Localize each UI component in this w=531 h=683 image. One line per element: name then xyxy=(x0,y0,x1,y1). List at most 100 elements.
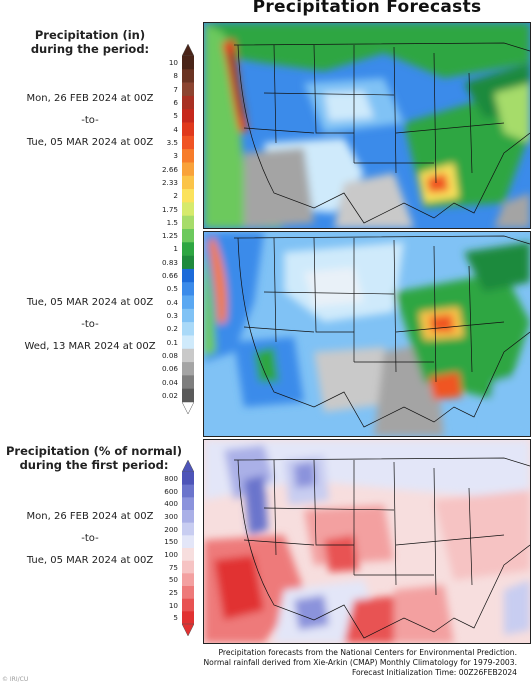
precip-tick-label: 2.66 xyxy=(161,164,178,174)
period-3-start: Mon, 26 FEB 2024 at 00Z xyxy=(26,511,154,522)
precip-tick-label: 5 xyxy=(173,111,178,121)
map-panel-percent-normal xyxy=(203,439,531,644)
pct-colorbar-swatch xyxy=(182,522,194,536)
pct-colorbar-swatch xyxy=(182,560,194,574)
pct-tick-label: 75 xyxy=(168,562,178,572)
precip-tick-label: 0.04 xyxy=(161,377,178,387)
pct-tick-label: 200 xyxy=(164,524,178,534)
pct-colorbar-swatch xyxy=(182,484,194,498)
precip-colorbar-swatch xyxy=(182,268,194,283)
pct-legend-title-line1: Precipitation (% of normal) xyxy=(5,444,182,458)
precip-colorbar-svg xyxy=(181,43,195,415)
precip-colorbar-swatch xyxy=(182,109,194,123)
precip-colorbar-swatch xyxy=(182,162,194,177)
precip-tick-label: 8 xyxy=(173,71,178,81)
precip-tick-label: 2.33 xyxy=(161,177,178,187)
pct-colorbar-swatch xyxy=(182,586,194,599)
precip-legend-title-line2: during the period: xyxy=(30,42,150,56)
precip-colorbar-swatch xyxy=(182,122,194,137)
period-1-end: Tue, 05 MAR 2024 at 00Z xyxy=(26,137,154,148)
precip-tick-label: 4 xyxy=(173,124,178,134)
precip-colorbar-swatch xyxy=(182,215,194,230)
precip-legend-title-line1: Precipitation (in) xyxy=(34,28,146,42)
pct-tick-label: 600 xyxy=(164,486,178,496)
pct-colorbar-swatch xyxy=(182,611,194,625)
credit-line-1: Precipitation forecasts from the Nationa… xyxy=(218,648,517,657)
pct-colorbar-swatch xyxy=(182,548,194,561)
period-1-sep: -to- xyxy=(81,115,99,126)
pct-tick-label: 300 xyxy=(164,511,178,521)
precip-colorbar-top-arrow xyxy=(181,43,195,57)
precip-tick-label: 2 xyxy=(173,191,178,201)
precip-colorbar-swatch xyxy=(182,175,194,190)
precip-colorbar-swatch xyxy=(182,69,194,83)
state-boundaries xyxy=(233,457,530,639)
pct-colorbar-swatch xyxy=(182,510,194,523)
period-2-sep: -to- xyxy=(81,319,99,330)
precip-colorbar-swatch xyxy=(182,149,194,163)
precip-tick-label: 0.4 xyxy=(166,297,178,307)
precip-tick-label: 0.3 xyxy=(166,311,178,320)
precip-tick-label: 0.1 xyxy=(166,337,178,347)
pct-colorbar-swatch xyxy=(182,472,194,485)
period-2-end: Wed, 13 MAR 2024 at 00Z xyxy=(24,341,156,352)
state-boundaries xyxy=(233,235,530,428)
pct-tick-label: 10 xyxy=(168,600,178,610)
pct-tick-label: 5 xyxy=(173,613,178,623)
period-3-sep: -to- xyxy=(81,533,99,544)
precip-colorbar-swatch xyxy=(182,95,194,110)
precip-colorbar-swatch xyxy=(182,82,194,97)
copyright-mark: © IRI/CU xyxy=(2,676,29,683)
precip-colorbar xyxy=(181,43,195,415)
precip-colorbar-swatch xyxy=(182,255,194,270)
precip-legend-title: Precipitation (in) during the period: xyxy=(10,28,170,56)
precip-tick-label: 7 xyxy=(173,84,178,94)
precip-tick-label: 1.75 xyxy=(161,204,178,214)
state-boundaries xyxy=(233,42,530,224)
precip-colorbar-bottom-arrow xyxy=(181,401,195,415)
precip-colorbar-swatch xyxy=(182,348,194,363)
credit-line-2: Normal rainfall derived from Xie-Arkin (… xyxy=(203,658,518,667)
pct-colorbar-swatch xyxy=(182,497,194,511)
pct-colorbar-bottom-arrow xyxy=(181,623,195,637)
period-2-label: Tue, 05 MAR 2024 at 00Z -to- Wed, 13 MAR… xyxy=(10,296,170,362)
period-3-label: Mon, 26 FEB 2024 at 00Z -to- Tue, 05 MAR… xyxy=(10,510,170,576)
precip-tick-label: 0.5 xyxy=(166,284,178,294)
precip-tick-label: 6 xyxy=(173,98,178,108)
precip-colorbar-swatch xyxy=(182,322,194,336)
pct-colorbar-svg xyxy=(181,459,195,637)
period-1-start: Mon, 26 FEB 2024 at 00Z xyxy=(26,93,154,104)
precip-tick-label: 3 xyxy=(173,151,178,161)
pct-tick-label: 150 xyxy=(164,537,178,547)
period-2-start: Tue, 05 MAR 2024 at 00Z xyxy=(26,297,154,308)
precip-colorbar-swatch xyxy=(182,375,194,389)
precip-tick-label: 3.5 xyxy=(166,138,178,147)
precip-tick-label: 1.25 xyxy=(161,231,178,241)
pct-colorbar-swatch xyxy=(182,573,194,587)
pct-tick-label: 25 xyxy=(168,587,178,597)
precip-colorbar-swatch xyxy=(182,202,194,216)
pct-colorbar-swatch xyxy=(182,598,194,612)
map-panel-period-2 xyxy=(203,231,531,437)
pct-colorbar-top-arrow xyxy=(181,459,195,473)
precip-colorbar-swatch xyxy=(182,308,194,323)
precip-colorbar-swatch xyxy=(182,388,194,403)
precip-colorbar-swatch xyxy=(182,189,194,203)
precip-tick-label: 10 xyxy=(168,58,178,68)
pct-legend-title: Precipitation (% of normal) during the f… xyxy=(4,444,184,472)
precip-tick-label: 1 xyxy=(173,244,178,254)
pct-tick-label: 800 xyxy=(164,473,178,483)
precip-tick-label: 0.66 xyxy=(161,271,178,281)
precip-colorbar-swatch xyxy=(182,335,194,350)
precip-colorbar-swatch xyxy=(182,242,194,256)
precip-tick-label: 0.83 xyxy=(161,257,178,267)
pct-tick-label: 50 xyxy=(168,575,178,585)
precip-colorbar-swatch xyxy=(182,56,194,70)
pct-colorbar-swatch xyxy=(182,535,194,549)
precip-tick-label: 0.08 xyxy=(161,350,178,360)
pct-colorbar xyxy=(181,459,195,637)
precip-tick-label: 0.06 xyxy=(161,364,178,374)
precip-tick-label: 0.02 xyxy=(161,390,178,400)
period-1-label: Mon, 26 FEB 2024 at 00Z -to- Tue, 05 MAR… xyxy=(10,92,170,158)
precip-colorbar-swatch xyxy=(182,282,194,296)
